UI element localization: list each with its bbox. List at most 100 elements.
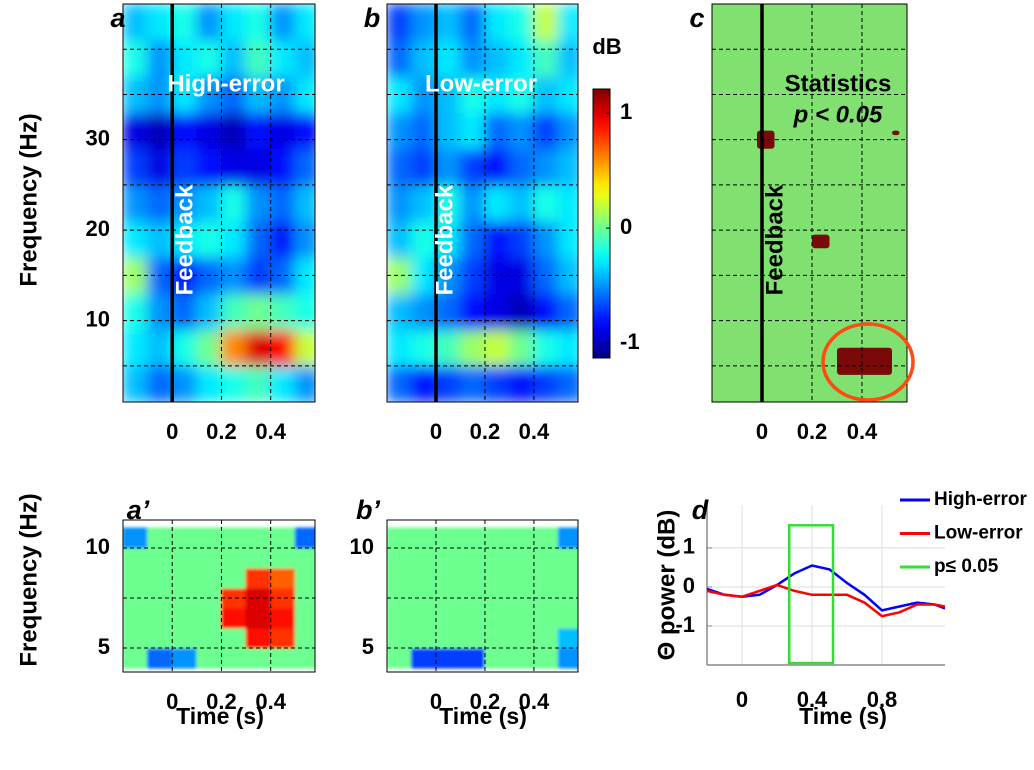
heat-cell xyxy=(123,547,149,569)
heat-cell xyxy=(484,220,510,258)
heat-cell xyxy=(123,329,149,367)
heat-cell xyxy=(171,329,198,367)
event-label: Feedback xyxy=(171,184,198,295)
heat-cell xyxy=(245,39,272,77)
heat-cell xyxy=(410,148,437,186)
heat-cell xyxy=(484,39,510,77)
legend-label: p≤ 0.05 xyxy=(934,556,999,577)
heatmap xyxy=(123,4,315,402)
heat-cell xyxy=(147,329,173,367)
heat-cell xyxy=(508,547,535,569)
x-tick-label: 0.4 xyxy=(255,419,286,444)
heat-cell xyxy=(220,647,247,669)
x-tick-label: 0.2 xyxy=(470,689,501,714)
heat-cell xyxy=(435,607,461,629)
panel-label: b xyxy=(364,3,381,33)
heat-cell xyxy=(123,365,149,402)
heat-cell xyxy=(294,365,315,402)
heat-cell xyxy=(484,647,510,669)
heat-cell xyxy=(410,39,437,77)
heat-cell xyxy=(484,587,510,609)
heat-cell xyxy=(459,547,486,569)
heat-cell xyxy=(387,4,412,41)
heat-cell xyxy=(123,647,149,669)
heat-cell xyxy=(147,220,173,258)
heat-cell xyxy=(245,607,272,629)
heat-cell xyxy=(270,184,296,222)
heat-cell xyxy=(270,292,296,331)
heat-cell xyxy=(123,627,149,649)
heat-cell xyxy=(410,220,437,258)
heat-cell xyxy=(459,39,486,77)
colorbar xyxy=(592,88,611,359)
heat-cell xyxy=(220,112,247,150)
x-axis-label: Time (s) xyxy=(439,703,527,729)
heat-cell xyxy=(147,148,173,186)
heat-cell xyxy=(245,365,272,402)
heat-cell xyxy=(533,587,559,609)
heat-cell xyxy=(533,39,559,77)
heat-cell xyxy=(435,627,461,649)
heat-cell xyxy=(147,647,173,669)
heat-cell xyxy=(171,148,198,186)
heat-cell xyxy=(387,547,412,569)
heat-cell xyxy=(294,112,315,150)
colorbar-tick-label: 0 xyxy=(620,214,632,239)
y-tick-label: 20 xyxy=(86,216,110,241)
x-tick-label: 0.2 xyxy=(206,419,237,444)
x-tick-label: 0 xyxy=(430,689,442,714)
heat-cell xyxy=(196,329,222,367)
y-tick-label: 10 xyxy=(86,306,110,331)
x-tick-label: 0.2 xyxy=(797,419,828,444)
heat-cell xyxy=(459,112,486,150)
heat-cell xyxy=(557,220,578,258)
heat-cell xyxy=(270,607,296,629)
heat-cell xyxy=(147,547,173,569)
colorbar-tick-label: -1 xyxy=(620,329,640,354)
legend-label: High-error xyxy=(934,489,1028,510)
panel-title: Statistics xyxy=(785,70,892,97)
heat-cell xyxy=(557,607,578,629)
x-tick-label: 0 xyxy=(166,419,178,444)
heat-cell xyxy=(245,547,272,569)
heat-cell xyxy=(410,647,437,669)
panel-label: d xyxy=(692,495,709,525)
heat-cell xyxy=(245,647,272,669)
heat-cell xyxy=(533,112,559,150)
heat-cell xyxy=(294,547,315,569)
heat-cell xyxy=(435,220,461,258)
significant-cluster xyxy=(837,347,892,375)
heat-cell xyxy=(294,75,315,114)
heat-cell xyxy=(171,547,198,569)
heat-cell xyxy=(557,567,578,589)
series-line xyxy=(707,583,945,618)
heat-cell xyxy=(171,587,198,609)
x-tick-label: 0 xyxy=(430,419,442,444)
heat-cell xyxy=(123,292,149,331)
x-tick-label: 0 xyxy=(166,689,178,714)
y-tick-label: 0 xyxy=(683,573,695,598)
heat-cell xyxy=(294,647,315,669)
heat-cell xyxy=(410,365,437,402)
heat-cell xyxy=(410,329,437,367)
heat-cell xyxy=(220,220,247,258)
x-tick-label: 0.8 xyxy=(867,687,898,712)
highlight-circle xyxy=(821,322,915,402)
heat-cell xyxy=(123,527,149,549)
heat-cell xyxy=(484,527,510,549)
heat-cell xyxy=(410,527,437,549)
heat-cell xyxy=(171,627,198,649)
heat-cell xyxy=(147,627,173,649)
heat-cell xyxy=(533,647,559,669)
heat-cell xyxy=(435,184,461,222)
heatmap-cells xyxy=(123,527,315,669)
heat-cell xyxy=(508,567,535,589)
heat-cell xyxy=(435,112,461,150)
heat-cell xyxy=(245,527,272,549)
heat-cell xyxy=(533,148,559,186)
heat-cell xyxy=(508,220,535,258)
panel-label: c xyxy=(689,3,704,33)
heat-cell xyxy=(171,39,198,77)
x-tick-label: 0.2 xyxy=(470,419,501,444)
significant-cluster xyxy=(812,234,830,249)
